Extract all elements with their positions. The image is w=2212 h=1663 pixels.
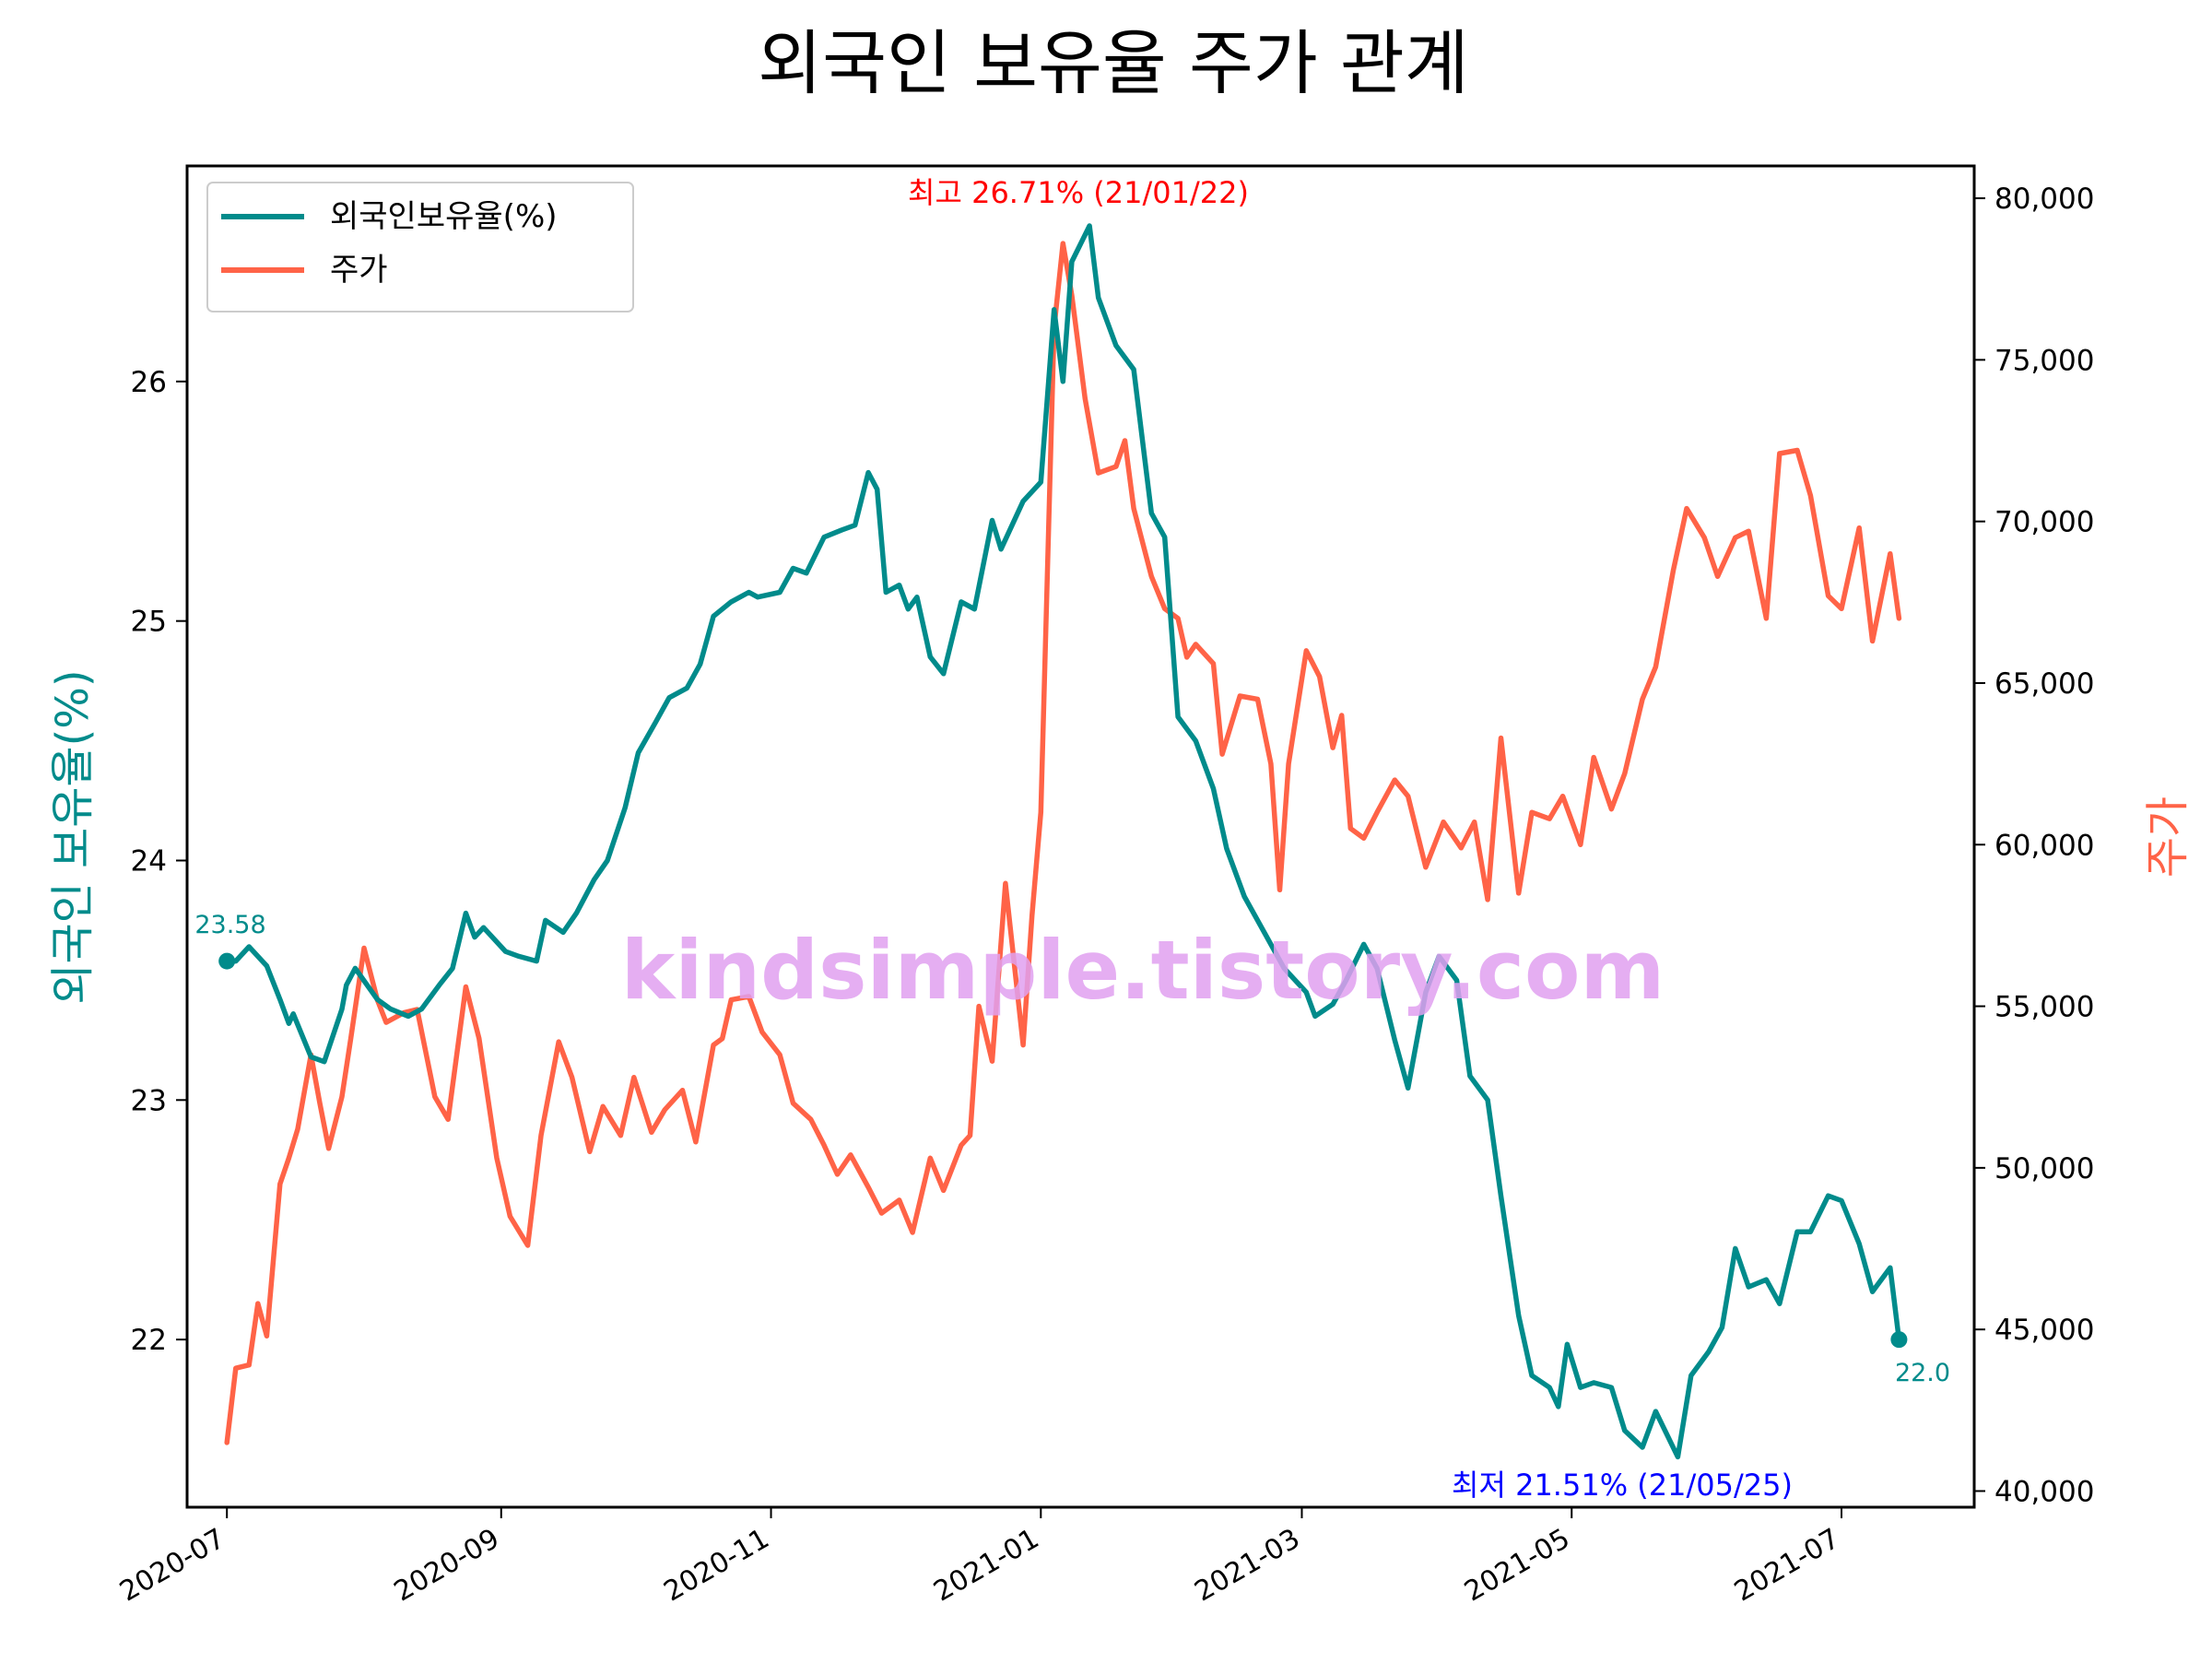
y-left-tick-label: 23 (131, 1084, 167, 1117)
y-right-tick-label: 45,000 (1994, 1314, 2094, 1347)
y-right-tick-label: 70,000 (1994, 506, 2094, 539)
x-tick-label: 2020-11 (658, 1523, 774, 1609)
legend-label-price: 주가 (330, 252, 388, 289)
y-axis-left-label: 외국인 보유율(%) (47, 669, 99, 1004)
series-group (218, 223, 1908, 1460)
y-axis-left: 22 23 24 25 26 (131, 366, 187, 1357)
y-left-tick-label: 22 (131, 1324, 167, 1357)
y-left-tick-label: 25 (131, 606, 167, 639)
annotations: 23.58 22.0 최고 26.71% (21/01/22) 최저 21.51… (194, 175, 1950, 1503)
y-left-tick-label: 26 (131, 366, 167, 399)
x-tick-label: 2021-07 (1729, 1523, 1845, 1609)
legend-label-ownership: 외국인보유율(%) (330, 198, 558, 235)
legend-box (206, 182, 634, 313)
x-tick-label: 2020-09 (389, 1523, 505, 1609)
legend: 외국인보유율(%) 주가 (206, 182, 634, 313)
plot-frame (185, 164, 1976, 1509)
start-point-marker (218, 952, 236, 970)
y-right-tick-label: 60,000 (1994, 829, 2094, 862)
y-axis-right-label: 주가 (2142, 796, 2194, 878)
series-line-price (224, 241, 1902, 1445)
start-value-label: 23.58 (194, 911, 265, 939)
x-tick-label: 2021-01 (928, 1523, 1044, 1609)
x-tick-label: 2021-05 (1459, 1523, 1575, 1609)
plot-area (185, 164, 1976, 1509)
x-tick-label: 2021-03 (1189, 1523, 1305, 1609)
y-left-tick-label: 24 (131, 844, 167, 878)
y-axis-right: 40,000 45,000 50,000 55,000 60,000 65,000 70,0… (1974, 183, 2094, 1508)
chart-title: 외국인 보유율 주가 관계 (758, 22, 1469, 104)
y-right-tick-label: 65,000 (1994, 667, 2094, 701)
y-right-tick-label: 50,000 (1994, 1152, 2094, 1185)
end-value-label: 22.0 (1895, 1359, 1950, 1387)
y-right-tick-label: 75,000 (1994, 344, 2094, 377)
end-point-marker (1890, 1331, 1908, 1349)
series-line-ownership (224, 223, 1902, 1460)
y-right-tick-label: 40,000 (1994, 1475, 2094, 1508)
watermark: kindsimple.tistory.com (621, 923, 1665, 1018)
y-right-tick-label: 80,000 (1994, 183, 2094, 216)
max-annotation: 최고 26.71% (21/01/22) (908, 175, 1249, 210)
y-right-tick-label: 55,000 (1994, 991, 2094, 1024)
min-annotation: 최저 21.51% (21/05/25) (1452, 1468, 1793, 1503)
x-axis: 2020-07 2020-09 2020-11 2021-01 2021-03 2021-… (114, 1507, 1845, 1609)
x-tick-label: 2020-07 (114, 1523, 230, 1609)
